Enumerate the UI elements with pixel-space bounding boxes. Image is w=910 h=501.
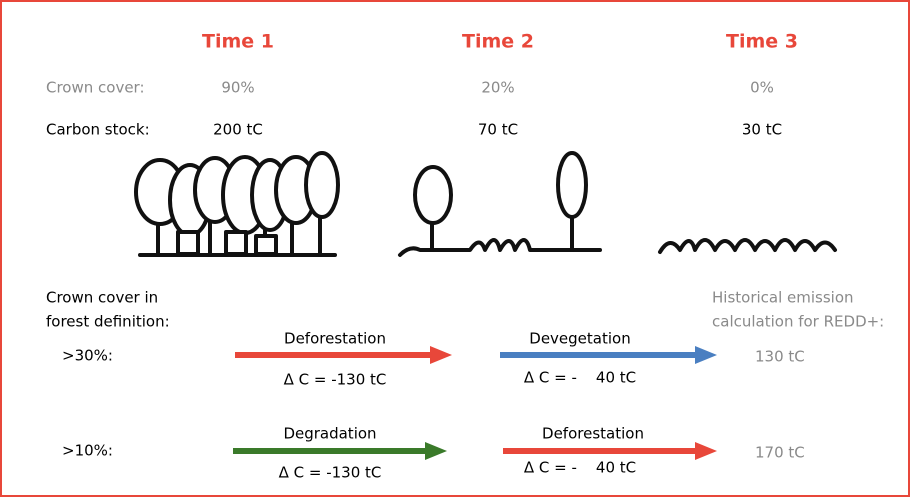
arrow-head (695, 346, 717, 364)
time-label: Time 2 (462, 31, 534, 53)
step-delta: Δ C = -130 tC (279, 464, 382, 482)
step-delta: Δ C = - 40 tC (524, 459, 636, 477)
crown-cover-value: 0% (750, 79, 774, 97)
crown-cover-value: 90% (221, 79, 254, 97)
arrow-head (695, 442, 717, 460)
forest-icon (134, 151, 340, 257)
carbon-stock-value: 70 tC (478, 121, 518, 139)
definition-label: Crown cover in (46, 289, 158, 307)
time-label: Time 1 (202, 31, 274, 53)
time-label: Time 3 (726, 31, 798, 53)
grass-icon (658, 238, 837, 254)
crown-cover-value: 20% (481, 79, 514, 97)
step-name: Deforestation (284, 330, 386, 348)
arrow-head (425, 442, 447, 460)
step-name: Devegetation (529, 330, 630, 348)
carbon-stock-value: 200 tC (213, 121, 263, 139)
sparse-tree-icon (398, 151, 602, 257)
threshold: >10%: (62, 442, 113, 460)
threshold: >30%: (62, 347, 113, 365)
step-delta: Δ C = - 40 tC (524, 369, 636, 387)
step-delta: Δ C = -130 tC (284, 371, 387, 389)
row-label: Crown cover: (46, 79, 145, 97)
historical-label: calculation for REDD+: (712, 313, 884, 331)
historical-label: Historical emission (712, 289, 854, 307)
step-name: Degradation (283, 425, 376, 443)
result: 170 tC (755, 444, 805, 462)
result: 130 tC (755, 348, 805, 366)
carbon-stock-value: 30 tC (742, 121, 782, 139)
step-name: Deforestation (542, 425, 644, 443)
row-label: Carbon stock: (46, 121, 150, 139)
arrow-head (430, 346, 452, 364)
definition-label: forest definition: (46, 313, 170, 331)
